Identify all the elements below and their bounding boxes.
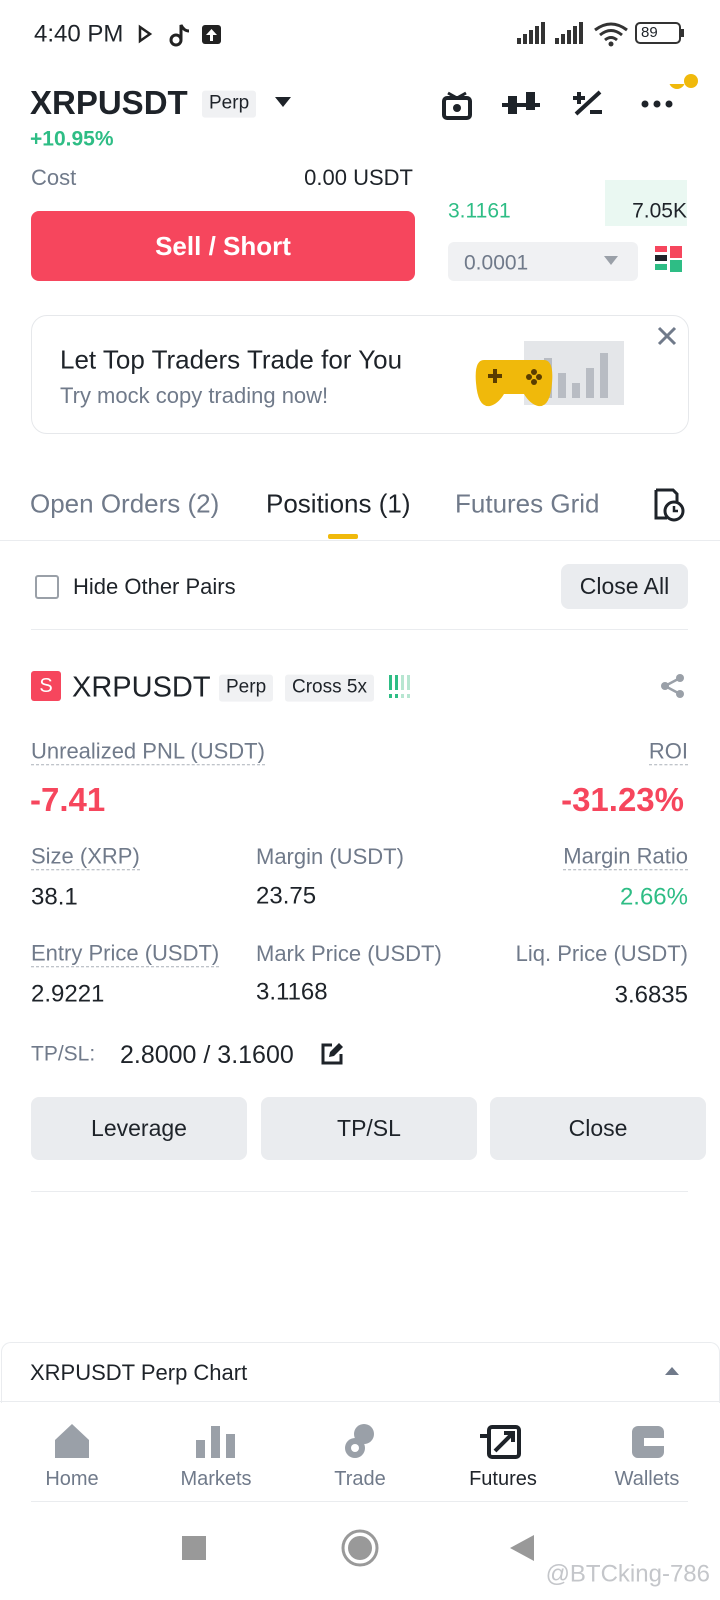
- watermark: @BTCking-786: [545, 1560, 710, 1588]
- chart-drawer-title: XRPUSDT Perp Chart: [30, 1359, 248, 1385]
- nav-icons: [55, 1424, 664, 1459]
- depth-bar: [605, 180, 687, 226]
- side-badge: S: [31, 671, 61, 701]
- field-label: Mark Price (USDT): [256, 940, 442, 966]
- orderbook-price: 3.1161: [448, 199, 511, 223]
- divider: [31, 1501, 688, 1502]
- banner-title: Let Top Traders Trade for You: [60, 344, 403, 375]
- notification-dot: [684, 74, 698, 88]
- battery-level: 89: [641, 24, 658, 41]
- roi-label: ROI: [648, 738, 688, 766]
- nav-item-active[interactable]: Futures: [469, 1468, 537, 1490]
- field-value: 2.9221: [31, 980, 105, 1008]
- system-nav[interactable]: [170, 1527, 550, 1569]
- banner-art: [475, 341, 624, 407]
- layout-icon[interactable]: [655, 246, 685, 276]
- nav-item[interactable]: Wallets: [614, 1468, 680, 1490]
- tab[interactable]: Open Orders (2): [30, 488, 220, 519]
- field-value: 38.1: [31, 883, 78, 911]
- close-all-button[interactable]: Close All: [561, 564, 688, 609]
- price-change: +10.95%: [30, 127, 114, 151]
- symbol[interactable]: XRPUSDT: [30, 84, 188, 122]
- field-value: 3.1168: [256, 978, 328, 1006]
- divider: [0, 1401, 720, 1402]
- divider: [31, 629, 688, 630]
- field-value: 3.6835: [614, 981, 688, 1009]
- tab-indicator: [328, 534, 358, 539]
- tpsl-label: TP/SL:: [31, 1042, 96, 1066]
- signal-wifi: [517, 22, 684, 47]
- copy-trading-banner[interactable]: [31, 315, 689, 434]
- contract-tag: Perp: [219, 674, 274, 702]
- dropdown-arrow[interactable]: [274, 95, 292, 109]
- hide-pairs-checkbox[interactable]: [35, 575, 59, 599]
- cost-label: Cost: [31, 164, 77, 190]
- tick-arrow: [604, 256, 618, 265]
- cost-value: 0.00 USDT: [304, 164, 413, 190]
- position-symbol: XRPUSDT: [72, 671, 211, 704]
- field-value: 23.75: [256, 882, 317, 910]
- field-value: 2.66%: [619, 883, 688, 911]
- nav-item[interactable]: Trade: [334, 1468, 386, 1490]
- edit-icon[interactable]: [320, 1042, 344, 1066]
- pnl-value: -7.41: [30, 781, 106, 819]
- adl-indicator: [389, 675, 410, 698]
- close-button[interactable]: Close: [490, 1097, 706, 1160]
- history-icon[interactable]: [653, 488, 685, 522]
- banner-close[interactable]: [656, 325, 678, 347]
- nav-item[interactable]: Home: [45, 1468, 99, 1490]
- field-label: Liq. Price (USDT): [515, 940, 688, 966]
- contract-tag: Perp: [202, 90, 257, 118]
- share-icon[interactable]: [660, 673, 686, 699]
- clipped-row: Cost 0.00 USDT: [0, 160, 720, 190]
- nav-item[interactable]: Markets: [180, 1468, 252, 1490]
- field-label: Size (XRP): [31, 843, 140, 871]
- leverage-button[interactable]: Leverage: [31, 1097, 247, 1160]
- field-label: Margin (USDT): [256, 843, 404, 869]
- divider: [0, 540, 720, 541]
- tick-size: 0.0001: [464, 251, 529, 275]
- divider: [31, 1191, 688, 1192]
- margin-mode: Cross 5x: [285, 674, 374, 702]
- sell-short-button[interactable]: Sell / Short: [31, 211, 415, 281]
- status-icons: [138, 24, 221, 47]
- tpsl-button[interactable]: TP/SL: [261, 1097, 477, 1160]
- expand-arrow[interactable]: [665, 1366, 679, 1376]
- field-label: Margin Ratio: [563, 843, 688, 871]
- status-time: 4:40 PM: [34, 20, 124, 48]
- tab-active[interactable]: Positions (1): [266, 488, 411, 519]
- header-icons[interactable]: [440, 84, 690, 124]
- tab[interactable]: Futures Grid: [455, 488, 600, 519]
- roi-value: -31.23%: [561, 781, 684, 819]
- field-label: Entry Price (USDT): [31, 940, 220, 968]
- tick-size-select[interactable]: [448, 242, 638, 281]
- orderbook-amount: 7.05K: [632, 199, 687, 223]
- banner-subtitle: Try mock copy trading now!: [60, 382, 329, 408]
- hide-pairs-label: Hide Other Pairs: [73, 573, 236, 599]
- tpsl-value: 2.8000 / 3.1600: [120, 1041, 294, 1069]
- pnl-label: Unrealized PNL (USDT): [31, 738, 265, 766]
